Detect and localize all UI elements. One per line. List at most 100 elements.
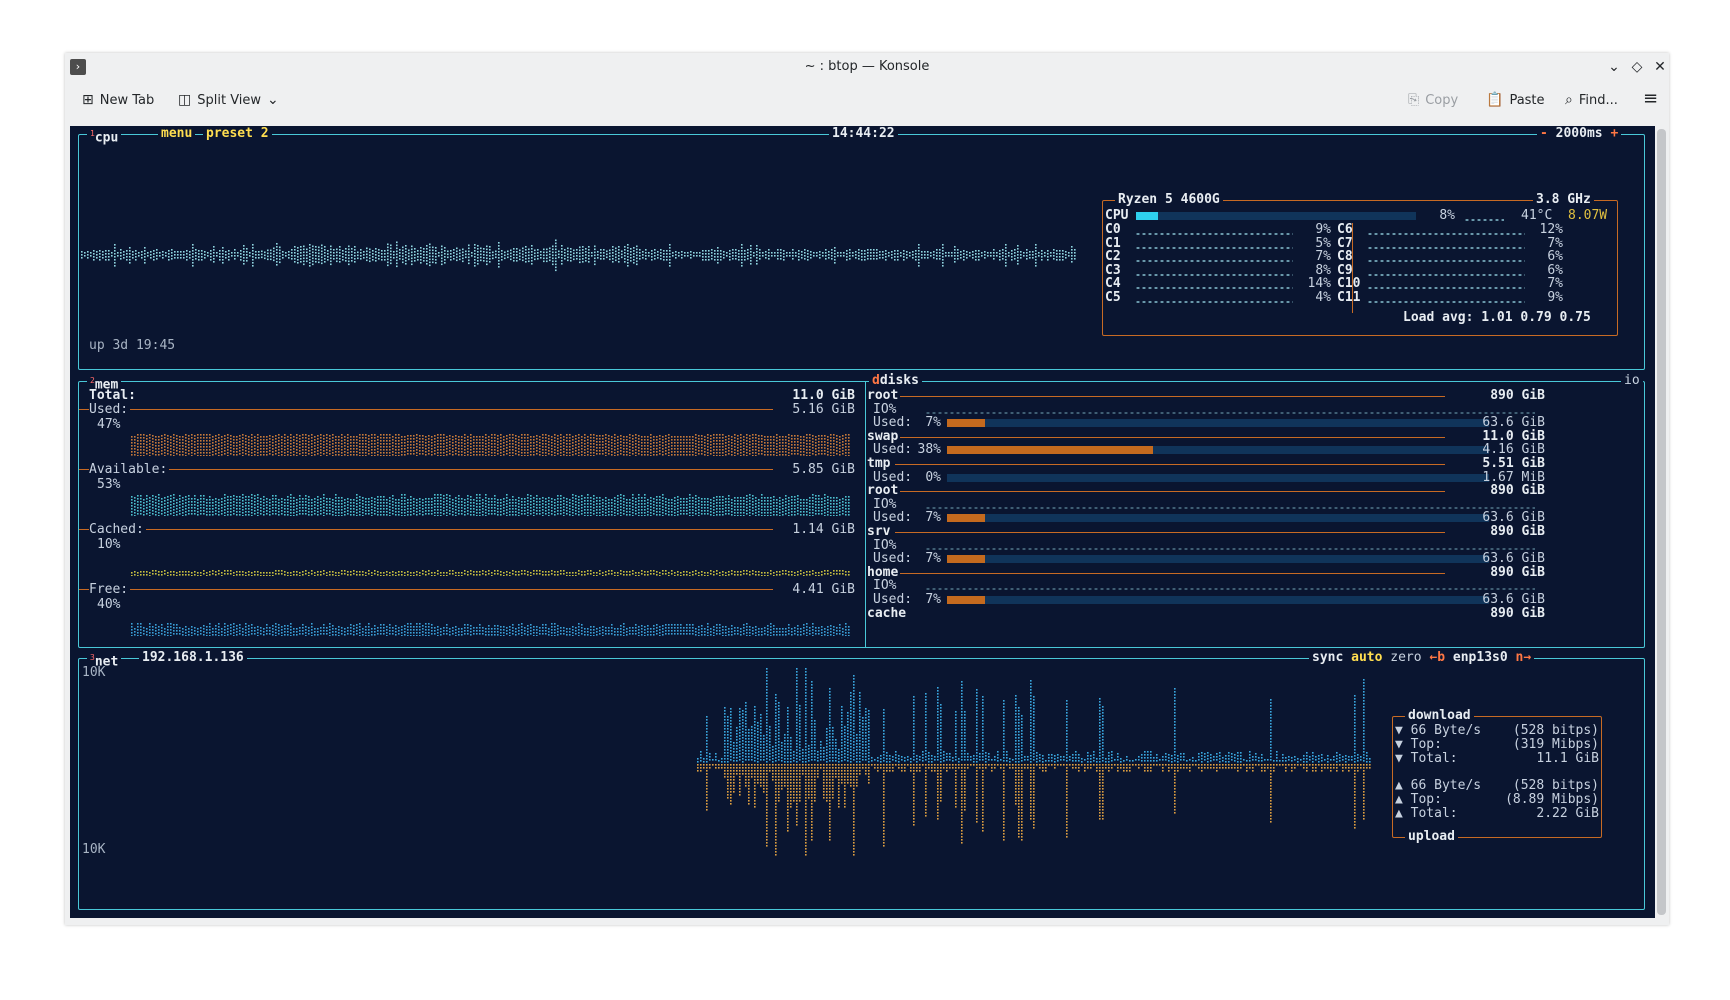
graph-dot (507, 256, 509, 259)
graph-dot (461, 510, 463, 512)
graph-dot (549, 259, 551, 262)
graph-dot (686, 445, 688, 447)
graph-dot (641, 439, 643, 441)
graph-dot (918, 247, 920, 249)
menu-button[interactable]: menu (158, 126, 196, 142)
graph-dot (428, 444, 430, 446)
graph-dot (665, 450, 667, 452)
graph-dot (518, 503, 520, 505)
graph-dot (428, 435, 430, 437)
graph-dot (303, 260, 305, 263)
graph-dot (588, 249, 590, 251)
graph-dot (675, 257, 677, 259)
graph-dot (437, 500, 439, 502)
graph-dot (243, 260, 245, 262)
graph-dot (546, 254, 548, 257)
graph-dot (569, 502, 571, 504)
new-tab-button[interactable]: ⊞ New Tab (82, 92, 154, 108)
core-pct: 6% (1547, 262, 1563, 278)
graph-dot (830, 500, 832, 502)
graph-dot (743, 506, 745, 508)
graph-dot (281, 498, 283, 500)
graph-dot (293, 439, 295, 441)
terminal-icon[interactable]: › (70, 59, 86, 75)
chevron-down-icon[interactable]: ⌄ (267, 92, 279, 108)
graph-dot (636, 245, 638, 248)
graph-dot (278, 499, 280, 501)
refresh-plus-button[interactable]: + (1610, 126, 1619, 141)
graph-dot (338, 451, 340, 453)
graph-dot (158, 497, 160, 499)
graph-dot (836, 447, 838, 449)
graph-dot (266, 454, 268, 456)
find-button[interactable]: ⌕ Find... (1565, 92, 1618, 108)
graph-dot (398, 499, 400, 501)
graph-dot (410, 508, 412, 510)
graph-dot (299, 495, 301, 497)
search-icon: ⌕ (1565, 92, 1573, 108)
graph-dot (726, 255, 728, 257)
graph-dot (302, 434, 304, 436)
graph-dot (348, 260, 350, 263)
graph-dot (825, 255, 827, 257)
graph-dot (392, 495, 394, 497)
graph-dot (380, 455, 382, 456)
graph-dot (599, 503, 601, 505)
graph-dot (600, 252, 602, 254)
copy-button[interactable]: ⎘ Copy (1408, 92, 1458, 108)
refresh-minus-button[interactable]: - (1540, 126, 1548, 141)
graph-dot (933, 251, 935, 253)
graph-dot (185, 502, 187, 504)
graph-dot (821, 507, 823, 509)
graph-dot (498, 257, 500, 259)
graph-dot (755, 440, 757, 442)
graph-dot (659, 453, 661, 455)
graph-dot (536, 498, 538, 500)
graph-dot (221, 448, 223, 450)
graph-dot (413, 435, 415, 437)
graph-dot (366, 259, 368, 262)
graph-dot (593, 440, 595, 442)
graph-dot (468, 247, 470, 250)
mem-used-line (79, 409, 855, 410)
graph-dot (134, 442, 136, 444)
graph-dot (365, 440, 367, 442)
graph-dot (554, 514, 556, 516)
graph-dot (810, 254, 812, 256)
graph-dot (936, 249, 938, 251)
graph-dot (336, 257, 338, 260)
split-view-button[interactable]: ◫ Split View ⌄ (178, 92, 279, 108)
graph-dot (431, 442, 433, 444)
preset-button[interactable]: preset 2 (203, 126, 272, 142)
terminal-area[interactable]: 1cpu menu preset 2 14:44:22 - 2000ms + u… (70, 126, 1655, 918)
graph-dot (692, 448, 694, 450)
graph-dot (386, 449, 388, 451)
graph-dot (449, 441, 451, 443)
graph-dot (633, 259, 635, 261)
graph-dot (638, 503, 640, 505)
graph-dot (329, 450, 331, 452)
graph-dot (864, 250, 866, 252)
graph-dot (450, 250, 452, 252)
minimize-icon[interactable]: ⌄ (1608, 59, 1620, 75)
paste-button[interactable]: 📋 Paste (1486, 92, 1545, 108)
graph-dot (563, 451, 565, 453)
maximize-icon[interactable]: ◇ (1631, 59, 1643, 75)
graph-dot (551, 454, 553, 456)
hamburger-menu-icon[interactable]: ≡ (1643, 88, 1659, 109)
graph-dot (614, 512, 616, 514)
graph-dot (422, 511, 424, 513)
graph-dot (330, 248, 332, 251)
close-icon[interactable]: ✕ (1654, 59, 1666, 75)
graph-dot (188, 450, 190, 452)
graph-dot (311, 505, 313, 507)
graph-dot (737, 506, 739, 508)
graph-dot (779, 503, 781, 505)
graph-dot (473, 514, 475, 516)
mem-box-title[interactable]: mem (94, 377, 119, 393)
graph-dot (527, 509, 529, 511)
graph-dot (396, 256, 398, 259)
graph-dot (411, 260, 413, 263)
graph-dot (473, 445, 475, 447)
cpu-box-title[interactable]: cpu (94, 130, 119, 146)
